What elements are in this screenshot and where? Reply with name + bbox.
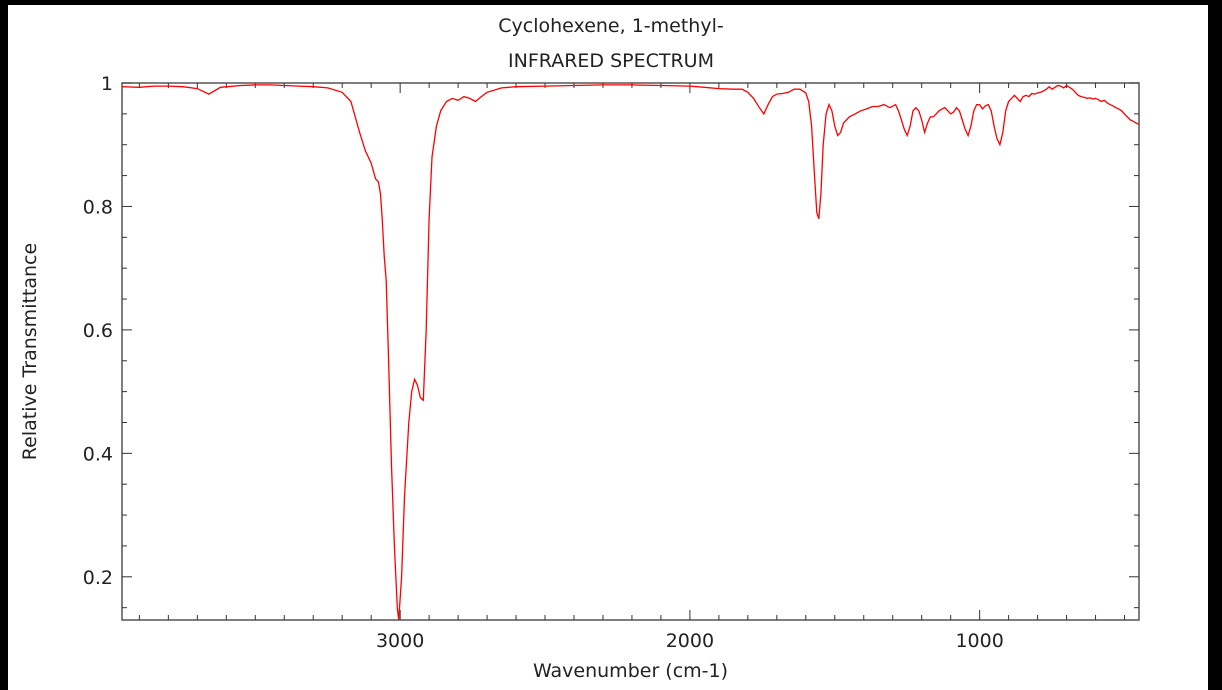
chart-subtitle: INFRARED SPECTRUM [508,50,714,72]
chart-frame [8,5,1208,690]
x-axis-label: Wavenumber (cm-1) [533,660,728,682]
y-axis-label: Relative Transmittance [19,243,41,460]
y-tick-label: 1 [101,73,113,95]
x-tick-label: 3000 [376,630,424,652]
spectrum-line [121,84,1140,621]
chart-title: Cyclohexene, 1-methyl- [498,15,724,37]
y-tick-label: 0.4 [83,443,113,465]
tick-labels: 3000 2000 1000 0.2 0.4 0.6 0.8 1 [83,73,1004,652]
y-tick-label: 0.8 [83,196,113,218]
plot-area [121,82,1140,621]
ticks [122,82,1139,620]
x-tick-label: 2000 [666,630,714,652]
y-tick-label: 0.2 [83,567,113,589]
x-tick-label: 1000 [955,630,1003,652]
y-tick-label: 0.6 [83,320,113,342]
